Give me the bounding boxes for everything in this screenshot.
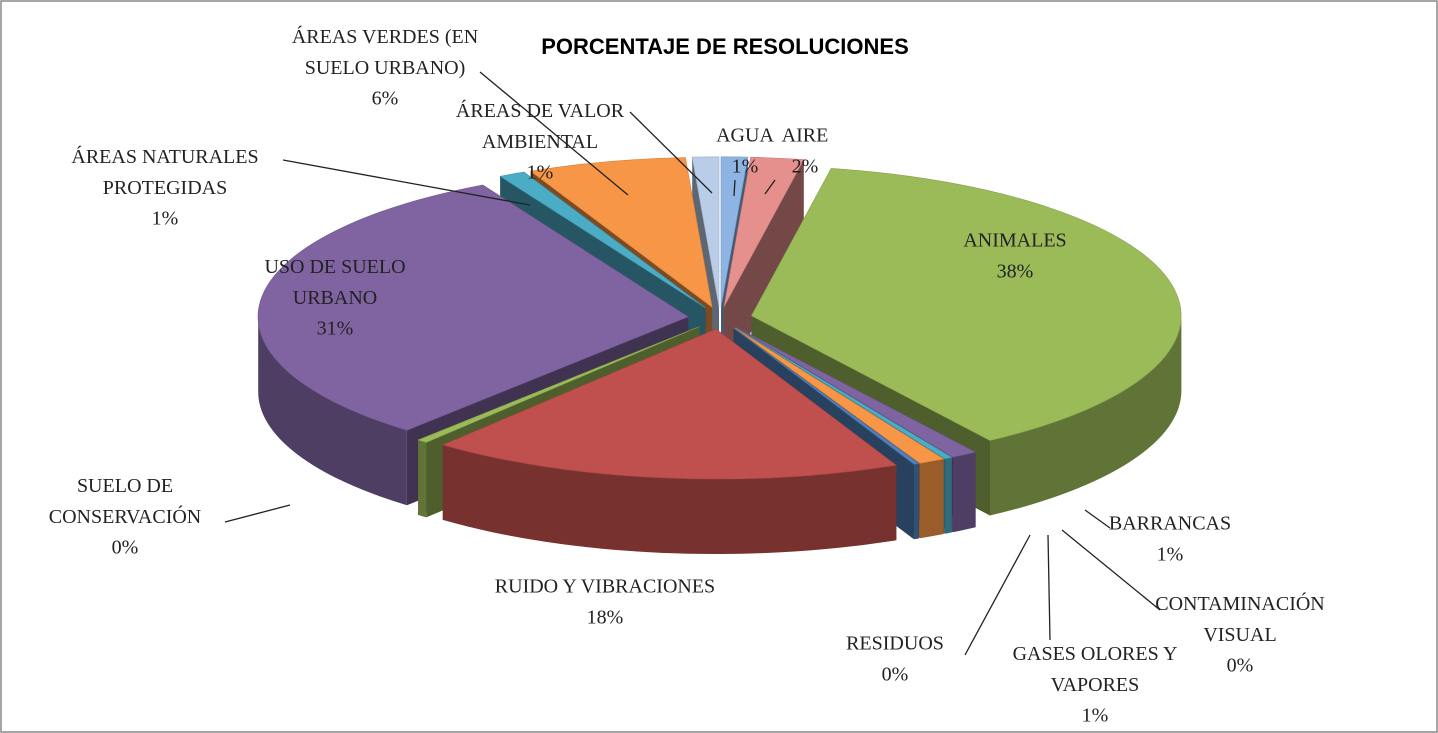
- leader-line: [733, 179, 736, 197]
- label-line: SUELO DE: [77, 475, 173, 497]
- slice: [441, 328, 898, 480]
- leader-line: [764, 179, 776, 195]
- value-label: 6%: [372, 88, 399, 110]
- value-label: 31%: [317, 318, 354, 340]
- label-line: ÁREAS DE VALOR: [456, 99, 625, 122]
- slice: [257, 184, 689, 431]
- slice-wall: [258, 316, 407, 506]
- category-label: CONTAMINACIÓN VISUAL: [1155, 591, 1325, 646]
- leader-line: [1047, 534, 1051, 641]
- slice: [733, 327, 920, 465]
- value-label: 1%: [1082, 705, 1109, 727]
- category-label: ÁREAS DE VALOR AMBIENTAL: [456, 99, 625, 153]
- category-label: SUELO DE CONSERVACIÓN: [49, 475, 202, 528]
- value-label: 0%: [1227, 655, 1254, 677]
- value-label: 1%: [1157, 544, 1184, 566]
- category-label: GASES OLORES Y VAPORES: [1013, 643, 1178, 696]
- category-label: ÁREAS NATURALES PROTEGIDAS: [71, 145, 258, 199]
- slice: [720, 156, 749, 307]
- label-line: GASES OLORES Y: [1013, 643, 1178, 665]
- slice-wall: [418, 440, 427, 518]
- leader-line: [1084, 509, 1111, 529]
- category-label: ANIMALES: [963, 230, 1066, 252]
- labels: AGUA 1% AIRE 2% ANIMALES 38% BARRANCAS 1% CONTAM…: [49, 25, 1325, 727]
- slice-wall: [990, 315, 1182, 516]
- slice-wall: [913, 463, 919, 540]
- label-line: ÁREAS NATURALES: [71, 145, 258, 168]
- category-label: AIRE: [782, 125, 829, 147]
- category-label: ÁREAS VERDES (EN SUELO URBANO): [292, 25, 478, 79]
- label-line: VAPORES: [1051, 674, 1140, 696]
- label-line: SUELO URBANO): [305, 57, 466, 79]
- leader-line: [479, 71, 629, 196]
- label-line: CONTAMINACIÓN: [1155, 591, 1325, 615]
- category-label: RESIDUOS: [846, 633, 944, 655]
- slice-side: [724, 159, 804, 382]
- label-line: AMBIENTAL: [482, 131, 598, 153]
- pie: [257, 156, 1182, 555]
- slice-wall: [919, 459, 944, 539]
- value-label: 18%: [587, 607, 624, 629]
- value-label: 1%: [732, 156, 759, 178]
- leader-line: [964, 534, 1031, 656]
- slice: [735, 327, 953, 460]
- slice: [417, 326, 700, 443]
- value-label: 1%: [527, 162, 554, 184]
- leader-line: [224, 504, 291, 523]
- value-label: 0%: [112, 537, 139, 559]
- category-label: BARRANCAS: [1109, 513, 1231, 535]
- slice: [736, 327, 977, 458]
- slice: [691, 156, 720, 307]
- label-line: CONSERVACIÓN: [49, 504, 202, 528]
- value-label: 0%: [882, 664, 909, 686]
- label-line: VISUAL: [1203, 624, 1276, 646]
- slice-wall: [442, 444, 897, 555]
- slice-wall: [944, 457, 952, 534]
- leader-line: [629, 111, 713, 194]
- category-label: AGUA: [716, 125, 774, 147]
- category-label: RUIDO Y VIBRACIONES: [495, 576, 715, 598]
- label-line: URBANO: [293, 287, 377, 309]
- slice: [723, 156, 805, 308]
- label-line: PROTEGIDAS: [103, 177, 227, 199]
- leader-line: [282, 159, 531, 206]
- category-label: USO DE SUELO URBANO: [264, 256, 405, 309]
- slice-wall: [952, 452, 976, 533]
- slice: [750, 168, 1182, 441]
- label-line: USO DE SUELO: [264, 256, 405, 278]
- value-label: 1%: [152, 208, 179, 230]
- chart-title: PORCENTAJE DE RESOLUCIONES: [541, 34, 909, 59]
- slice: [499, 171, 706, 309]
- value-label: 38%: [997, 261, 1034, 283]
- leader-line: [1061, 529, 1161, 611]
- slice: [529, 157, 713, 308]
- slice: [734, 327, 945, 464]
- value-label: 2%: [792, 156, 819, 178]
- label-line: ÁREAS VERDES (EN: [292, 25, 478, 48]
